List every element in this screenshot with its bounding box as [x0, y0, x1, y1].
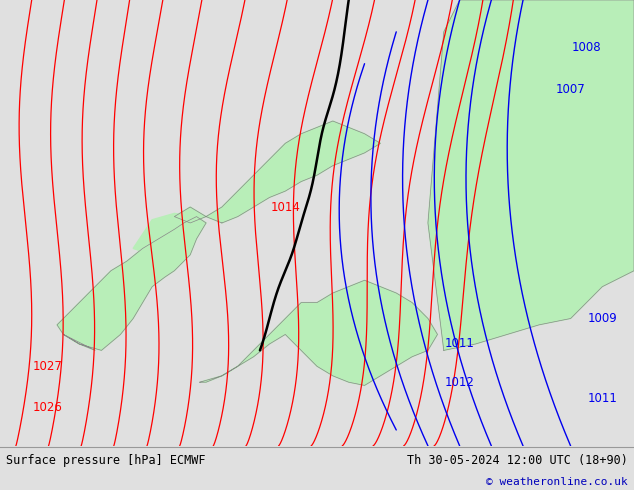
Polygon shape: [174, 121, 380, 223]
Text: 1011: 1011: [587, 392, 618, 405]
Polygon shape: [200, 280, 437, 385]
Text: 1008: 1008: [572, 41, 601, 54]
Text: Th 30-05-2024 12:00 UTC (18+90): Th 30-05-2024 12:00 UTC (18+90): [407, 454, 628, 466]
Text: Surface pressure [hPa] ECMWF: Surface pressure [hPa] ECMWF: [6, 454, 206, 466]
Text: 1014: 1014: [270, 200, 301, 214]
Text: 1026: 1026: [32, 401, 63, 414]
Text: © weatheronline.co.uk: © weatheronline.co.uk: [486, 477, 628, 487]
Text: 1011: 1011: [444, 338, 475, 350]
Polygon shape: [57, 217, 206, 350]
Text: 1007: 1007: [556, 83, 585, 96]
Polygon shape: [428, 0, 634, 350]
Polygon shape: [133, 214, 206, 255]
Text: 1009: 1009: [588, 312, 617, 325]
Text: 1012: 1012: [444, 376, 475, 389]
Polygon shape: [507, 0, 634, 127]
Text: 1027: 1027: [32, 360, 63, 373]
